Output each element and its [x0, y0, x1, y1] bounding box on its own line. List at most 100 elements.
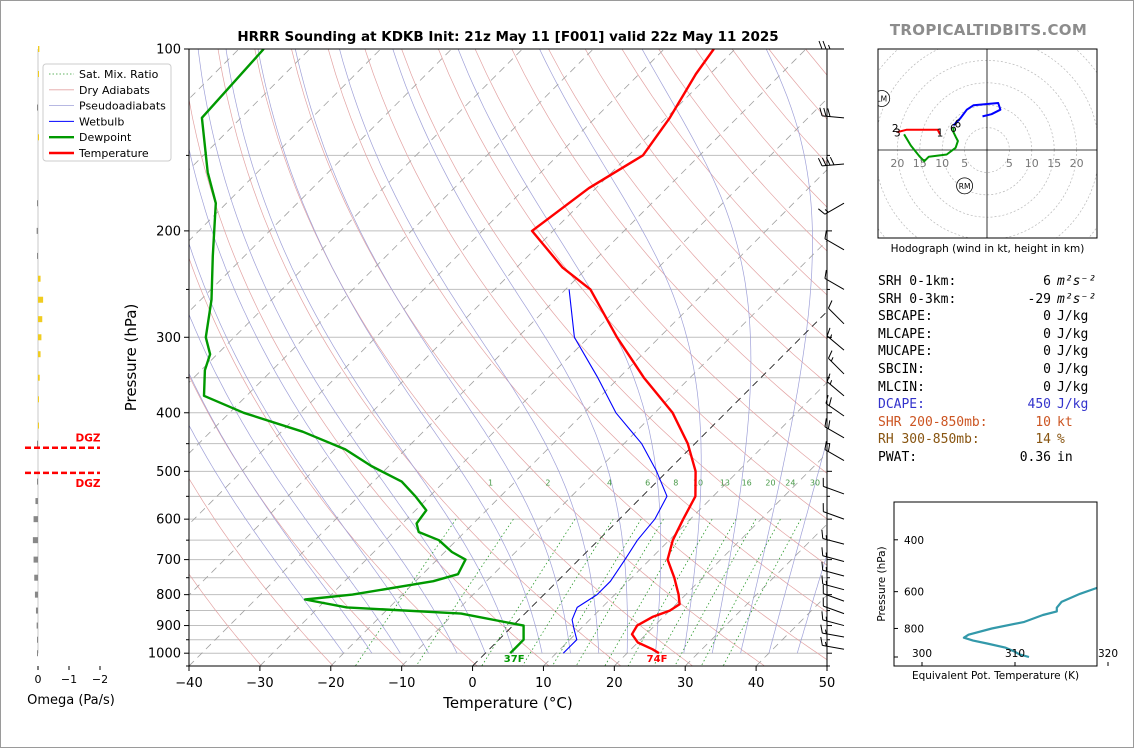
theta-e-y-tick-label: 600: [904, 587, 924, 599]
x-tick-label: −40: [175, 676, 202, 691]
wind-barb: [823, 503, 844, 519]
omega-bar: [35, 498, 38, 504]
index-value: 0: [1008, 326, 1051, 344]
mixing-ratio-label: 6: [645, 479, 650, 488]
index-unit: J/kg: [1051, 343, 1088, 361]
omega-bar: [34, 557, 38, 563]
x-tick-label: −10: [388, 676, 415, 691]
hodo-height-label: 1: [937, 128, 944, 140]
legend-label: Dewpoint: [79, 131, 132, 144]
wind-barb-staff: [828, 358, 844, 374]
omega-tick-label: −1: [61, 673, 77, 686]
index-value: -29: [1008, 291, 1051, 309]
omega-bar: [38, 316, 42, 322]
mixing-ratio-label: 30: [810, 479, 820, 488]
theta-e-x-tick-label: 310: [1005, 648, 1025, 660]
moist-adiabat: [340, 49, 599, 653]
omega-tick-label: 0: [35, 673, 42, 686]
hodo-caption: Hodograph (wind in kt, height in km): [891, 243, 1085, 255]
wind-barb-flag: [822, 562, 823, 571]
index-label: MLCAPE:: [878, 326, 1008, 344]
legend-label: Temperature: [78, 147, 149, 160]
mixing-ratio-line: [576, 519, 663, 666]
omega-bar: [37, 637, 38, 643]
theta-e-y-label: Pressure (hPa): [876, 546, 888, 621]
x-tick-label: 20: [606, 676, 623, 691]
wind-barb-staff: [823, 594, 844, 602]
wind-barb-flag: [822, 547, 823, 556]
index-unit: J/kg: [1051, 379, 1088, 397]
wind-barb: [818, 203, 844, 214]
y-tick-label: 700: [156, 553, 181, 568]
y-tick-label: 900: [156, 619, 181, 634]
dry-adiabat: [292, 49, 765, 666]
index-value: 0.36: [1008, 449, 1051, 467]
wind-barb: [819, 41, 844, 49]
y-tick-label: 200: [156, 224, 181, 239]
wind-barb-half-flag: [829, 45, 831, 49]
omega-bar: [38, 297, 43, 303]
moist-adiabat: [173, 49, 457, 653]
index-value: 0: [1008, 308, 1051, 326]
legend-label: Sat. Mix. Ratio: [79, 68, 159, 81]
wind-barb-staff: [827, 336, 844, 350]
index-label: RH 300-850mb:: [878, 431, 1008, 449]
wind-barb-flag: [825, 230, 826, 238]
hodo-height-label: 2: [892, 123, 899, 135]
wind-barb-flag: [828, 420, 829, 428]
index-unit: kt: [1051, 414, 1073, 432]
omega-bar: [38, 423, 39, 429]
index-unit: J/kg: [1051, 361, 1088, 379]
chart-title: HRRR Sounding at KDKB Init: 21z May 11 […: [237, 29, 778, 45]
index-label: SBCIN:: [878, 361, 1008, 379]
moist-adiabat: [393, 49, 628, 653]
theta-e-x-tick-label: 320: [1098, 648, 1118, 660]
isotherm-line: [189, 49, 806, 666]
mixing-ratio-label: 8: [673, 479, 678, 488]
x-axis-label: Temperature (°C): [442, 694, 572, 712]
hodo-ring-label: 20: [1070, 157, 1084, 170]
wind-barb-staff: [823, 584, 844, 590]
omega-axis-label: Omega (Pa/s): [27, 693, 115, 708]
dry-adiabat: [255, 49, 693, 666]
mixing-ratio-label: 1: [488, 479, 493, 488]
theta-e-frame: [894, 502, 1097, 666]
wind-barb-staff: [827, 382, 844, 396]
wind-barb-staff: [823, 486, 844, 494]
index-unit: J/kg: [1051, 396, 1088, 414]
wind-barb-staff: [825, 278, 844, 289]
dry-adiabat: [328, 49, 836, 666]
hodo-ring-label: 15: [1047, 157, 1061, 170]
hodo-marker-label: RM: [959, 182, 971, 191]
mixing-ratio-label: 13: [720, 479, 730, 488]
surface-dewpoint-label: 37F: [504, 654, 525, 665]
index-unit: %: [1051, 431, 1065, 449]
omega-bar: [37, 479, 38, 485]
y-axis-label: Pressure (hPa): [122, 304, 140, 412]
mixing-ratio-label: 2: [545, 479, 550, 488]
hodo-ring-label: 5: [961, 157, 968, 170]
wind-barb-staff: [825, 427, 844, 438]
y-tick-label: 100: [156, 43, 181, 58]
mixing-ratio-line: [675, 519, 756, 666]
omega-bar: [38, 396, 39, 402]
wind-barb-flag: [825, 441, 826, 449]
omega-bar: [38, 375, 40, 381]
index-value: 450: [1008, 396, 1051, 414]
legend-label: Wetbulb: [79, 115, 124, 128]
wind-barb-half-flag: [830, 380, 831, 384]
y-tick-label: 300: [156, 331, 181, 346]
wind-barb-flag: [822, 530, 823, 539]
mixing-ratio-line: [723, 519, 801, 666]
omega-bar: [33, 537, 38, 543]
x-tick-label: 40: [748, 676, 765, 691]
wind-barb-half-flag: [825, 642, 826, 646]
x-tick-label: 30: [677, 676, 694, 691]
legend-label: Dry Adiabats: [79, 84, 150, 97]
index-value: 0: [1008, 361, 1051, 379]
